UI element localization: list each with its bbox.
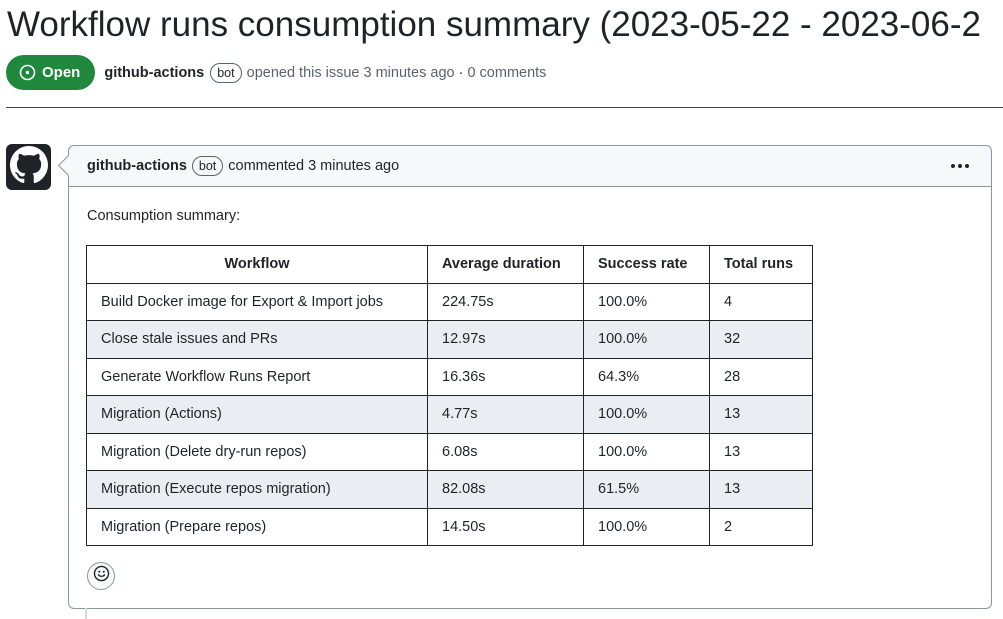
column-header-success-rate: Success rate (583, 245, 710, 284)
cell-total-runs: 32 (709, 320, 813, 359)
cell-average-duration: 224.75s (427, 282, 584, 321)
column-header-average-duration: Average duration (427, 245, 584, 284)
cell-average-duration: 16.36s (427, 357, 584, 396)
cell-workflow: Migration (Delete dry-run repos) (86, 432, 428, 471)
summary-table: Workflow Average duration Success rate T… (86, 245, 813, 546)
smiley-icon (93, 565, 110, 587)
state-label: Open (42, 64, 81, 81)
comment-header: github-actions bot commented 3 minutes a… (69, 146, 991, 187)
issue-author-link[interactable]: github-actions (104, 64, 205, 81)
cell-total-runs: 13 (709, 395, 813, 434)
cell-success-rate: 61.5% (583, 470, 710, 509)
cell-workflow: Close stale issues and PRs (86, 320, 428, 359)
issue-meta-text: github-actions bot opened this issue 3 m… (104, 62, 547, 83)
table-row: Migration (Actions) 4.77s 100.0% 13 (86, 395, 813, 434)
table-row: Close stale issues and PRs 12.97s 100.0%… (86, 320, 813, 359)
cell-workflow: Build Docker image for Export & Import j… (86, 282, 428, 321)
kebab-horizontal-icon[interactable] (949, 156, 971, 176)
cell-total-runs: 2 (709, 507, 813, 546)
github-mark-icon (9, 145, 48, 189)
cell-success-rate: 100.0% (583, 282, 710, 321)
bot-label: bot (210, 62, 242, 83)
comment-box: github-actions bot commented 3 minutes a… (68, 145, 992, 609)
cell-total-runs: 4 (709, 282, 813, 321)
state-badge-open: Open (6, 55, 96, 90)
avatar[interactable] (6, 144, 51, 190)
cell-average-duration: 82.08s (427, 470, 584, 509)
issue-meta: Open github-actions bot opened this issu… (6, 55, 546, 90)
comment-author-link[interactable]: github-actions (87, 158, 187, 174)
table-row: Build Docker image for Export & Import j… (86, 282, 813, 321)
column-header-total-runs: Total runs (709, 245, 813, 284)
cell-average-duration: 14.50s (427, 507, 584, 546)
cell-success-rate: 100.0% (583, 507, 710, 546)
add-reaction-button[interactable] (87, 562, 115, 590)
table-header-row: Workflow Average duration Success rate T… (86, 245, 813, 284)
cell-workflow: Migration (Prepare repos) (86, 507, 428, 546)
timeline-line (85, 608, 87, 619)
comment-intro: Consumption summary: (87, 208, 241, 224)
cell-success-rate: 100.0% (583, 395, 710, 434)
bot-label: bot (191, 156, 224, 176)
table-row: Generate Workflow Runs Report 16.36s 64.… (86, 357, 813, 396)
opened-text: opened this issue 3 minutes ago (246, 64, 455, 81)
table-row: Migration (Execute repos migration) 82.0… (86, 470, 813, 509)
cell-success-rate: 64.3% (583, 357, 710, 396)
issue-opened-icon (19, 64, 36, 81)
cell-workflow: Migration (Execute repos migration) (86, 470, 428, 509)
cell-workflow: Migration (Actions) (86, 395, 428, 434)
column-header-workflow: Workflow (86, 245, 428, 284)
cell-total-runs: 13 (709, 432, 813, 471)
comment-timestamp: commented 3 minutes ago (228, 158, 400, 174)
cell-workflow: Generate Workflow Runs Report (86, 357, 428, 396)
cell-total-runs: 13 (709, 470, 813, 509)
comments-count: 0 comments (467, 64, 547, 81)
header-divider (6, 107, 1003, 108)
cell-average-duration: 4.77s (427, 395, 584, 434)
table-row: Migration (Prepare repos) 14.50s 100.0% … (86, 507, 813, 546)
cell-total-runs: 28 (709, 357, 813, 396)
cell-success-rate: 100.0% (583, 432, 710, 471)
meta-separator: · (458, 64, 464, 81)
cell-average-duration: 6.08s (427, 432, 584, 471)
issue-title: Workflow runs consumption summary (2023-… (7, 5, 981, 44)
cell-success-rate: 100.0% (583, 320, 710, 359)
cell-average-duration: 12.97s (427, 320, 584, 359)
table-row: Migration (Delete dry-run repos) 6.08s 1… (86, 432, 813, 471)
